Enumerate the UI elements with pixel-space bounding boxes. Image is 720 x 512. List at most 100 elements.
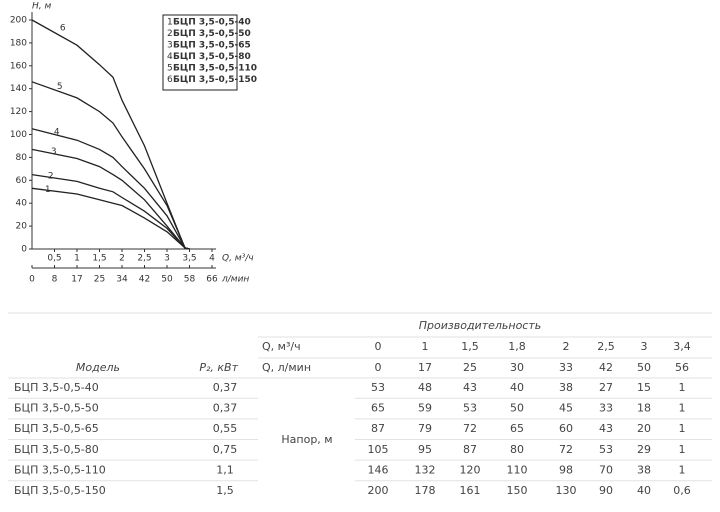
head-value: 146 bbox=[368, 463, 389, 476]
head-value: 43 bbox=[463, 381, 477, 394]
x2-tick-label: 66 bbox=[206, 275, 218, 285]
curve bbox=[31, 128, 190, 250]
legend-number: 1 bbox=[167, 18, 173, 28]
q-value: 1 bbox=[422, 340, 429, 353]
head-value: 178 bbox=[415, 484, 436, 497]
head-value: 98 bbox=[559, 463, 573, 476]
x2-axis-label: л/мин bbox=[221, 275, 249, 285]
power: 1,5 bbox=[216, 484, 234, 497]
legend-number: 5 bbox=[167, 64, 173, 74]
chart: H, мQ, м³/чл/мин020406080100120140160180… bbox=[10, 2, 257, 285]
head-value: 40 bbox=[510, 381, 524, 394]
head-value: 105 bbox=[368, 443, 389, 456]
x2-tick-label: 58 bbox=[184, 275, 196, 285]
x2-tick-label: 34 bbox=[116, 275, 128, 285]
curve bbox=[31, 148, 190, 250]
legend-label: БЦП 3,5-0,5-65 bbox=[173, 41, 251, 51]
x-tick-label: 1 bbox=[74, 254, 80, 264]
y-tick-label: 40 bbox=[16, 199, 28, 209]
q-value: 0 bbox=[375, 340, 382, 353]
y-tick-label: 160 bbox=[10, 61, 27, 71]
x-tick-label: 3 bbox=[164, 254, 170, 264]
legend-number: 4 bbox=[167, 52, 173, 62]
head-value: 1 bbox=[679, 381, 686, 394]
power: 0,75 bbox=[213, 443, 238, 456]
curve bbox=[31, 173, 190, 250]
q-label: Q, л/мин bbox=[262, 361, 311, 374]
head-value: 120 bbox=[460, 463, 481, 476]
model: БЦП 3,5-0,5-150 bbox=[14, 484, 106, 497]
q-value: 30 bbox=[510, 361, 524, 374]
head-value: 1 bbox=[679, 443, 686, 456]
model: БЦП 3,5-0,5-65 bbox=[14, 422, 99, 435]
x-tick-label: 2 bbox=[119, 254, 125, 264]
head-value: 40 bbox=[637, 484, 651, 497]
q-value: 3,4 bbox=[673, 340, 691, 353]
head-value: 130 bbox=[556, 484, 577, 497]
legend-label: БЦП 3,5-0,5-110 bbox=[173, 64, 257, 74]
head-value: 53 bbox=[463, 402, 477, 415]
head-value: 59 bbox=[418, 402, 432, 415]
head-value: 29 bbox=[637, 443, 651, 456]
head-value: 110 bbox=[507, 463, 528, 476]
head-value: 70 bbox=[599, 463, 613, 476]
x-tick-label: 3,5 bbox=[182, 254, 196, 264]
q-value: 3 bbox=[641, 340, 648, 353]
legend-number: 2 bbox=[167, 29, 173, 39]
head-value: 80 bbox=[510, 443, 524, 456]
head-value: 53 bbox=[599, 443, 613, 456]
y-tick-label: 120 bbox=[10, 107, 27, 117]
head-value: 1 bbox=[679, 463, 686, 476]
table-group-title: Производительность bbox=[419, 319, 542, 332]
x2-tick-label: 42 bbox=[139, 275, 150, 285]
curve-label: 1 bbox=[45, 185, 51, 195]
q-value: 56 bbox=[675, 361, 689, 374]
y-tick-label: 80 bbox=[16, 153, 28, 163]
head-value: 72 bbox=[463, 422, 477, 435]
head-value: 1 bbox=[679, 422, 686, 435]
head-value: 1 bbox=[679, 402, 686, 415]
x2-tick-label: 17 bbox=[71, 275, 82, 285]
head-value: 43 bbox=[599, 422, 613, 435]
head-value: 72 bbox=[559, 443, 573, 456]
y-axis-label: H, м bbox=[32, 2, 51, 12]
q-value: 17 bbox=[418, 361, 432, 374]
power: 1,1 bbox=[216, 463, 234, 476]
curve bbox=[31, 187, 190, 250]
head-value: 27 bbox=[599, 381, 613, 394]
legend-label: БЦП 3,5-0,5-80 bbox=[173, 52, 251, 62]
y-tick-label: 60 bbox=[16, 176, 28, 186]
head-value: 45 bbox=[559, 402, 573, 415]
model: БЦП 3,5-0,5-40 bbox=[14, 381, 99, 394]
y-tick-label: 100 bbox=[10, 130, 27, 140]
y-tick-label: 180 bbox=[10, 38, 27, 48]
legend-label: БЦП 3,5-0,5-40 bbox=[173, 18, 251, 28]
x-tick-label: 2,5 bbox=[137, 254, 151, 264]
y-tick-label: 200 bbox=[10, 16, 27, 26]
x-axis-label: Q, м³/ч bbox=[222, 254, 254, 264]
head-value: 161 bbox=[460, 484, 481, 497]
curve-label: 5 bbox=[57, 82, 63, 92]
head-value: 0,6 bbox=[673, 484, 691, 497]
head-value: 79 bbox=[418, 422, 432, 435]
head-value: 200 bbox=[368, 484, 389, 497]
head-value: 48 bbox=[418, 381, 432, 394]
x2-tick-label: 8 bbox=[52, 275, 58, 285]
model: БЦП 3,5-0,5-50 bbox=[14, 402, 99, 415]
head-value: 15 bbox=[637, 381, 651, 394]
curve-label: 4 bbox=[54, 127, 60, 137]
head-value: 18 bbox=[637, 402, 651, 415]
x-tick-label: 4 bbox=[209, 254, 215, 264]
head-value: 65 bbox=[371, 402, 385, 415]
curve-label: 3 bbox=[51, 147, 57, 157]
legend-label: БЦП 3,5-0,5-150 bbox=[173, 75, 257, 85]
q-value: 1,8 bbox=[508, 340, 526, 353]
head-value: 150 bbox=[507, 484, 528, 497]
head-value: 53 bbox=[371, 381, 385, 394]
curve-label: 6 bbox=[60, 23, 66, 33]
x-tick-label: 1,5 bbox=[92, 254, 106, 264]
q-value: 33 bbox=[559, 361, 573, 374]
head-value: 38 bbox=[559, 381, 573, 394]
q-value: 2 bbox=[563, 340, 570, 353]
head-value: 87 bbox=[463, 443, 477, 456]
